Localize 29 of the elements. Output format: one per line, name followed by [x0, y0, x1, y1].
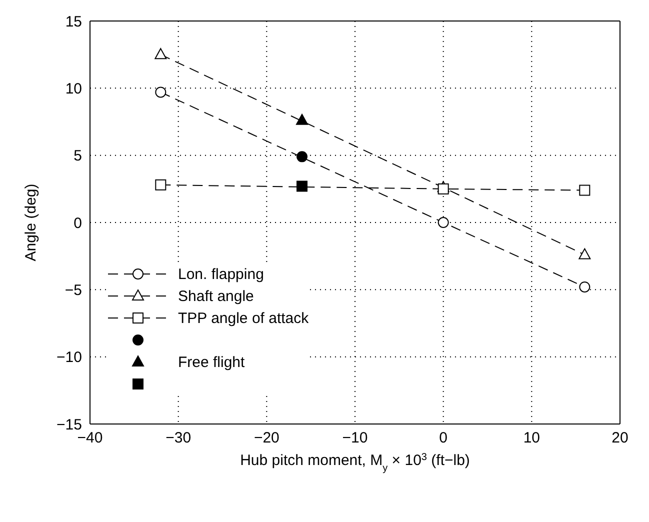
- x-tick-label: −30: [166, 430, 192, 447]
- x-tick-label: 0: [439, 430, 448, 447]
- x-tick-label: −20: [254, 430, 280, 447]
- point: [296, 180, 308, 192]
- point: [155, 179, 166, 190]
- legend-label: Free flight: [178, 354, 245, 370]
- point: [438, 217, 449, 228]
- point: [579, 281, 590, 292]
- y-tick-label: 10: [65, 80, 82, 98]
- point: [438, 183, 449, 194]
- x-tick-label: 10: [523, 430, 540, 447]
- point: [296, 114, 308, 125]
- legend-label: Lon. flapping: [178, 266, 264, 282]
- y-tick-label: 5: [74, 148, 82, 165]
- y-tick-label: −5: [64, 282, 82, 299]
- point: [296, 151, 308, 162]
- point: [579, 184, 590, 196]
- legend-label: Shaft angle: [178, 288, 254, 304]
- x-tick-label: 20: [612, 430, 628, 447]
- y-tick-label: 0: [74, 214, 82, 232]
- point: [155, 86, 166, 98]
- y-tick-label: −10: [56, 349, 82, 366]
- legend-label: TPP angle of attack: [178, 310, 309, 326]
- point: [578, 248, 591, 260]
- x-tick-label: −10: [342, 430, 368, 447]
- x-axis-title: Hub pitch moment, M$_{y}$ × 10$^{3}$ (ft−lb): [240, 452, 470, 474]
- point: [154, 48, 167, 60]
- y-tick-label: 15: [65, 13, 82, 30]
- y-axis-title: Angle (deg): [22, 184, 40, 262]
